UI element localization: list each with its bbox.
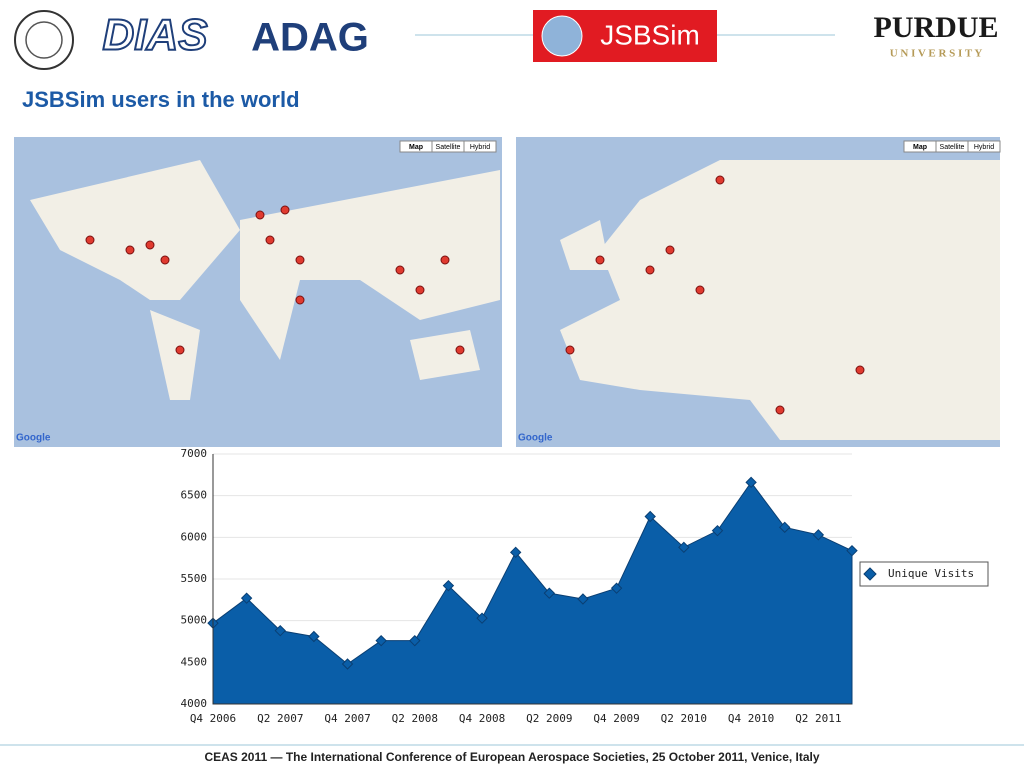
map-pin bbox=[565, 345, 575, 355]
map-pin bbox=[125, 245, 135, 255]
point bbox=[240, 592, 253, 604]
point bbox=[375, 634, 387, 647]
map-pin bbox=[855, 365, 865, 375]
map-button[interactable] bbox=[967, 140, 1001, 153]
point bbox=[409, 634, 421, 647]
seal-inner bbox=[25, 21, 63, 59]
y-tick-label: 6500 bbox=[181, 489, 208, 502]
google-logo: Google bbox=[16, 433, 51, 444]
map-pin bbox=[415, 285, 425, 295]
y-tick-label: 7000 bbox=[181, 447, 208, 460]
legend-box bbox=[859, 561, 989, 587]
legend-label: Unique Visits bbox=[888, 567, 974, 580]
slide-title: JSBSim users in the world bbox=[22, 87, 300, 112]
map-button[interactable] bbox=[463, 140, 497, 153]
point bbox=[610, 582, 623, 594]
map-pin bbox=[280, 205, 290, 215]
land bbox=[560, 160, 1000, 440]
x-tick-label: Q2 2009 bbox=[526, 712, 572, 725]
google-logo: Google bbox=[518, 433, 553, 444]
dias-logo: DIAS bbox=[102, 11, 207, 60]
point bbox=[711, 524, 724, 537]
point bbox=[846, 544, 858, 557]
map-button-label: Satellite bbox=[436, 144, 461, 151]
x-tick-label: Q2 2007 bbox=[257, 712, 303, 725]
map-pin bbox=[295, 255, 305, 265]
y-tick-label: 5000 bbox=[181, 614, 208, 627]
map-pin bbox=[695, 285, 705, 295]
map-pin bbox=[395, 265, 405, 275]
map-pin bbox=[265, 235, 275, 245]
point bbox=[812, 529, 825, 541]
footer-text: CEAS 2011 — The International Conference… bbox=[204, 750, 819, 764]
x-tick-label: Q2 2010 bbox=[661, 712, 707, 725]
point bbox=[274, 624, 286, 637]
x-tick-label: Q4 2009 bbox=[593, 712, 639, 725]
y-tick-label: 6000 bbox=[181, 530, 208, 543]
x-tick-label: Q2 2011 bbox=[795, 712, 841, 725]
y-tick-label: 5500 bbox=[181, 572, 208, 585]
map-button-label: Map bbox=[913, 144, 927, 151]
land bbox=[30, 160, 500, 400]
jsbsim-text: JSBSim bbox=[600, 19, 700, 50]
map-pin bbox=[145, 240, 155, 250]
adag-logo: ADAG bbox=[251, 16, 369, 60]
map-pin bbox=[295, 295, 305, 305]
x-tick-label: Q4 2006 bbox=[190, 712, 236, 725]
map-pin bbox=[595, 255, 605, 265]
map-button-label: Hybrid bbox=[470, 144, 490, 151]
legend-marker bbox=[863, 567, 877, 581]
x-tick-label: Q4 2008 bbox=[459, 712, 505, 725]
map-button-label: Satellite bbox=[940, 144, 965, 151]
map-pin bbox=[175, 345, 185, 355]
purdue-text: PURDUE bbox=[874, 11, 999, 44]
map-pin bbox=[85, 235, 95, 245]
point bbox=[442, 579, 455, 592]
map-pin bbox=[160, 255, 170, 265]
point bbox=[577, 593, 589, 605]
point bbox=[308, 630, 320, 643]
point bbox=[341, 658, 354, 670]
map-button-label: Map bbox=[409, 144, 423, 151]
point bbox=[745, 476, 757, 489]
point bbox=[476, 612, 488, 624]
point bbox=[543, 587, 556, 599]
x-tick-label: Q4 2010 bbox=[728, 712, 774, 725]
university-text: U N I V E R S I T Y bbox=[890, 48, 983, 60]
map-button-label: Hybrid bbox=[974, 144, 994, 151]
y-tick-label: 4000 bbox=[181, 697, 208, 710]
seal-logo bbox=[14, 10, 74, 70]
jsbsim-globe bbox=[541, 15, 583, 57]
point bbox=[678, 541, 690, 554]
map-pin bbox=[455, 345, 465, 355]
map-pin bbox=[715, 175, 725, 185]
point bbox=[509, 546, 522, 559]
map-pin bbox=[645, 265, 655, 275]
x-tick-label: Q2 2008 bbox=[392, 712, 438, 725]
map-pin bbox=[665, 245, 675, 255]
map-pin bbox=[775, 405, 785, 415]
point bbox=[644, 510, 656, 523]
y-tick-label: 4500 bbox=[181, 655, 208, 668]
map-pin bbox=[255, 210, 265, 220]
x-tick-label: Q4 2007 bbox=[324, 712, 370, 725]
map-pin bbox=[440, 255, 450, 265]
point bbox=[779, 521, 791, 534]
